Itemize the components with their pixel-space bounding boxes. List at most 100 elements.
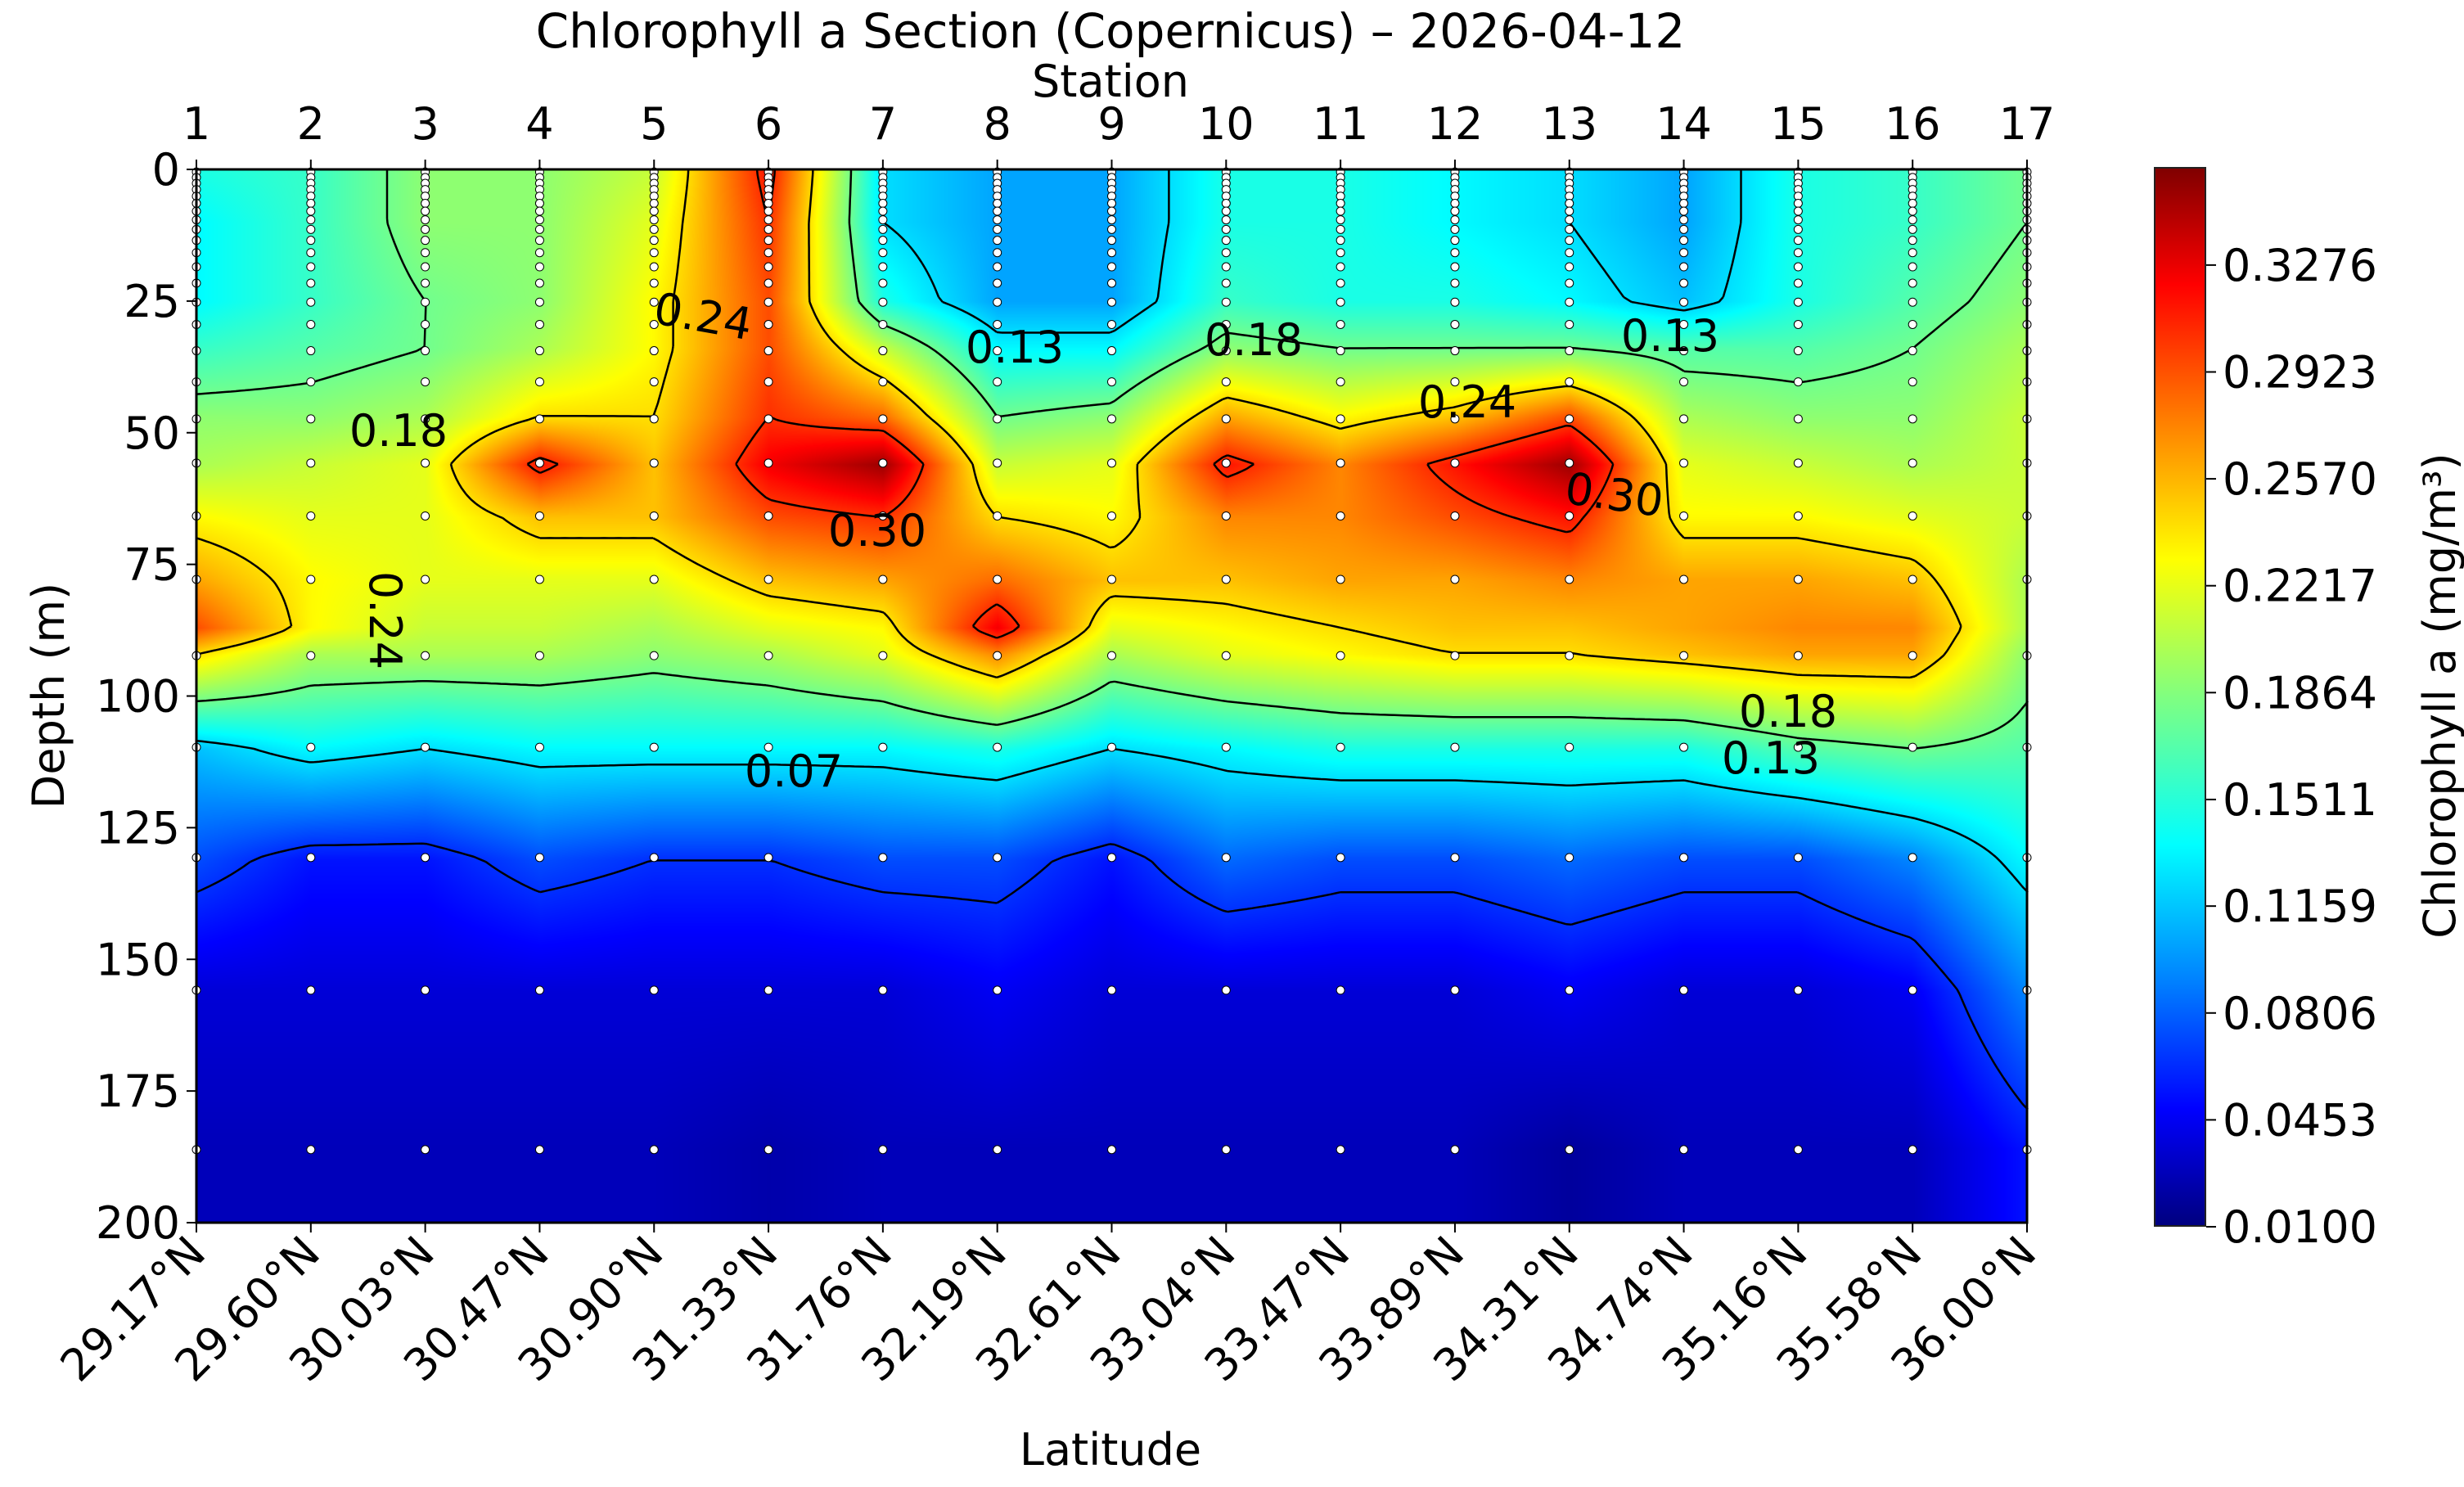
sample-point <box>1679 278 1689 288</box>
sample-point <box>993 206 1002 216</box>
sample-point <box>878 742 888 752</box>
sample-point <box>1221 297 1231 307</box>
sample-point <box>1107 511 1116 520</box>
sample-point <box>764 458 773 468</box>
sample-point <box>534 262 544 272</box>
sample-point <box>306 1145 316 1155</box>
sample-point <box>649 651 659 660</box>
sample-point <box>534 319 544 329</box>
sample-point <box>1221 206 1231 216</box>
sample-point <box>1107 651 1116 660</box>
sample-point <box>1221 262 1231 272</box>
top-axis-label: Station <box>1032 56 1189 107</box>
sample-point <box>1336 248 1345 258</box>
sample-point <box>1908 248 1917 258</box>
sample-point <box>1793 224 1803 234</box>
contour-label: 0.24 <box>651 282 756 350</box>
sample-point <box>1450 198 1460 208</box>
sample-point <box>993 224 1002 234</box>
station-tick-label: 2 <box>297 98 325 150</box>
sample-point <box>1793 198 1803 208</box>
sample-point <box>764 262 773 272</box>
sample-point <box>878 414 888 424</box>
sample-point <box>1336 575 1345 584</box>
sample-point <box>1793 511 1803 520</box>
sample-point <box>993 236 1002 246</box>
contour-label: 0.30 <box>828 505 926 556</box>
sample-point <box>534 346 544 356</box>
contour-label: 0.18 <box>1205 314 1303 366</box>
sample-point <box>1908 742 1917 752</box>
sample-point <box>421 346 430 356</box>
chart-title: Chlorophyll a Section (Copernicus) – 202… <box>536 3 1686 59</box>
sample-point <box>764 278 773 288</box>
sample-point <box>1107 262 1116 272</box>
sample-point <box>1450 458 1460 468</box>
sample-point <box>1908 651 1917 660</box>
contour-line-0.24 <box>196 169 1962 679</box>
sample-point <box>764 651 773 660</box>
sample-point <box>421 414 430 424</box>
sample-point <box>878 853 888 863</box>
sample-point <box>1793 651 1803 660</box>
sample-point <box>993 651 1002 660</box>
depth-tick-label: 150 <box>96 934 180 985</box>
sample-point <box>1908 206 1917 216</box>
sample-point <box>1908 511 1917 520</box>
sample-point <box>649 319 659 329</box>
sample-point <box>1908 458 1917 468</box>
sample-point <box>1565 985 1574 995</box>
sample-point <box>764 742 773 752</box>
sample-point <box>878 206 888 216</box>
sample-point <box>306 414 316 424</box>
colorbar-tick-label: 0.1864 <box>2223 667 2377 719</box>
sample-point <box>1336 458 1345 468</box>
sample-point <box>764 319 773 329</box>
sample-point <box>1908 1145 1917 1155</box>
sample-point <box>1221 575 1231 584</box>
sample-point <box>1679 651 1689 660</box>
sample-point <box>1450 319 1460 329</box>
sample-point <box>1679 458 1689 468</box>
sample-point <box>1107 742 1116 752</box>
sample-point <box>878 215 888 225</box>
sample-point <box>993 458 1002 468</box>
sample-point <box>1679 215 1689 225</box>
sample-point <box>649 198 659 208</box>
colorbar-tick-label: 0.0806 <box>2223 988 2377 1039</box>
sample-point <box>1679 414 1689 424</box>
sample-point <box>1336 853 1345 863</box>
sample-point <box>1565 575 1574 584</box>
sample-point <box>878 1145 888 1155</box>
sample-point <box>1221 1145 1231 1155</box>
sample-point <box>649 458 659 468</box>
sample-point <box>306 297 316 307</box>
sample-point <box>1336 651 1345 660</box>
sample-point <box>1908 278 1917 288</box>
sample-point <box>1221 511 1231 520</box>
sample-point <box>1793 1145 1803 1155</box>
sample-point <box>1565 319 1574 329</box>
sample-point <box>993 575 1002 584</box>
sample-point <box>649 511 659 520</box>
sample-point <box>649 248 659 258</box>
sample-point <box>878 458 888 468</box>
sample-point <box>421 511 430 520</box>
sample-point <box>764 414 773 424</box>
station-tick-label: 12 <box>1427 98 1484 150</box>
depth-tick-label: 175 <box>96 1066 180 1117</box>
sample-point <box>878 198 888 208</box>
sample-point <box>1908 224 1917 234</box>
contour-label: 0.30 <box>1562 462 1667 527</box>
sample-point <box>306 742 316 752</box>
sample-point <box>306 215 316 225</box>
sample-point <box>1679 297 1689 307</box>
sample-point <box>1679 511 1689 520</box>
sample-point <box>1565 198 1574 208</box>
sample-point <box>1221 377 1231 387</box>
sample-point <box>1221 853 1231 863</box>
sample-point <box>1450 511 1460 520</box>
sample-point <box>764 236 773 246</box>
sample-point <box>1450 278 1460 288</box>
sample-point <box>306 853 316 863</box>
